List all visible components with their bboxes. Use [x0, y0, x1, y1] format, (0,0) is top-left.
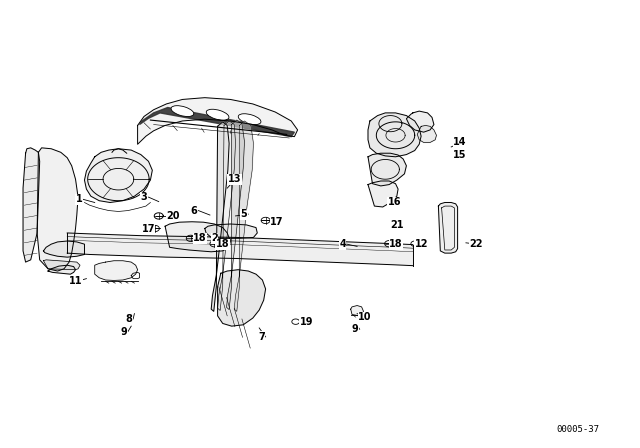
Polygon shape — [37, 148, 78, 271]
Polygon shape — [44, 241, 84, 257]
Text: 11: 11 — [69, 276, 83, 286]
Polygon shape — [95, 261, 138, 280]
Ellipse shape — [171, 106, 194, 116]
Polygon shape — [406, 111, 434, 132]
Polygon shape — [48, 265, 76, 274]
Polygon shape — [368, 181, 398, 207]
Polygon shape — [218, 121, 236, 310]
Polygon shape — [417, 125, 436, 142]
Text: 21: 21 — [390, 220, 404, 230]
Polygon shape — [211, 122, 229, 311]
Text: 12: 12 — [415, 239, 428, 249]
Text: 2: 2 — [211, 233, 218, 243]
Text: 13: 13 — [228, 174, 241, 184]
Text: 5: 5 — [241, 209, 248, 219]
Text: 16: 16 — [388, 198, 401, 207]
Polygon shape — [368, 153, 406, 186]
Text: 15: 15 — [453, 150, 467, 159]
Text: 18: 18 — [216, 239, 229, 249]
Text: 6: 6 — [191, 206, 198, 215]
Text: 18: 18 — [193, 233, 207, 243]
Polygon shape — [351, 306, 364, 315]
Text: 9: 9 — [120, 327, 127, 336]
Polygon shape — [138, 98, 298, 144]
Text: 19: 19 — [300, 317, 313, 327]
Ellipse shape — [238, 114, 261, 125]
Polygon shape — [218, 270, 266, 326]
Ellipse shape — [206, 109, 229, 120]
Polygon shape — [67, 233, 413, 266]
Polygon shape — [234, 121, 253, 311]
Text: 20: 20 — [166, 211, 180, 221]
Text: 1: 1 — [76, 194, 83, 204]
Text: 17: 17 — [270, 217, 284, 227]
Text: 14: 14 — [453, 138, 467, 147]
Text: 22: 22 — [469, 239, 483, 249]
Text: 18: 18 — [389, 239, 403, 249]
Polygon shape — [368, 113, 421, 157]
Polygon shape — [44, 260, 80, 270]
Text: 17: 17 — [141, 224, 155, 234]
Polygon shape — [23, 148, 40, 262]
Polygon shape — [84, 149, 152, 202]
Polygon shape — [165, 222, 230, 252]
Text: 00005-37: 00005-37 — [557, 425, 600, 434]
Text: 4: 4 — [339, 239, 346, 249]
Polygon shape — [205, 224, 257, 238]
Text: 9: 9 — [352, 324, 359, 334]
Text: 10: 10 — [358, 312, 372, 322]
Text: 8: 8 — [125, 314, 132, 324]
Text: 3: 3 — [141, 192, 148, 202]
Polygon shape — [438, 202, 458, 253]
Polygon shape — [227, 120, 244, 310]
Polygon shape — [140, 108, 294, 137]
Text: 7: 7 — [258, 332, 265, 342]
